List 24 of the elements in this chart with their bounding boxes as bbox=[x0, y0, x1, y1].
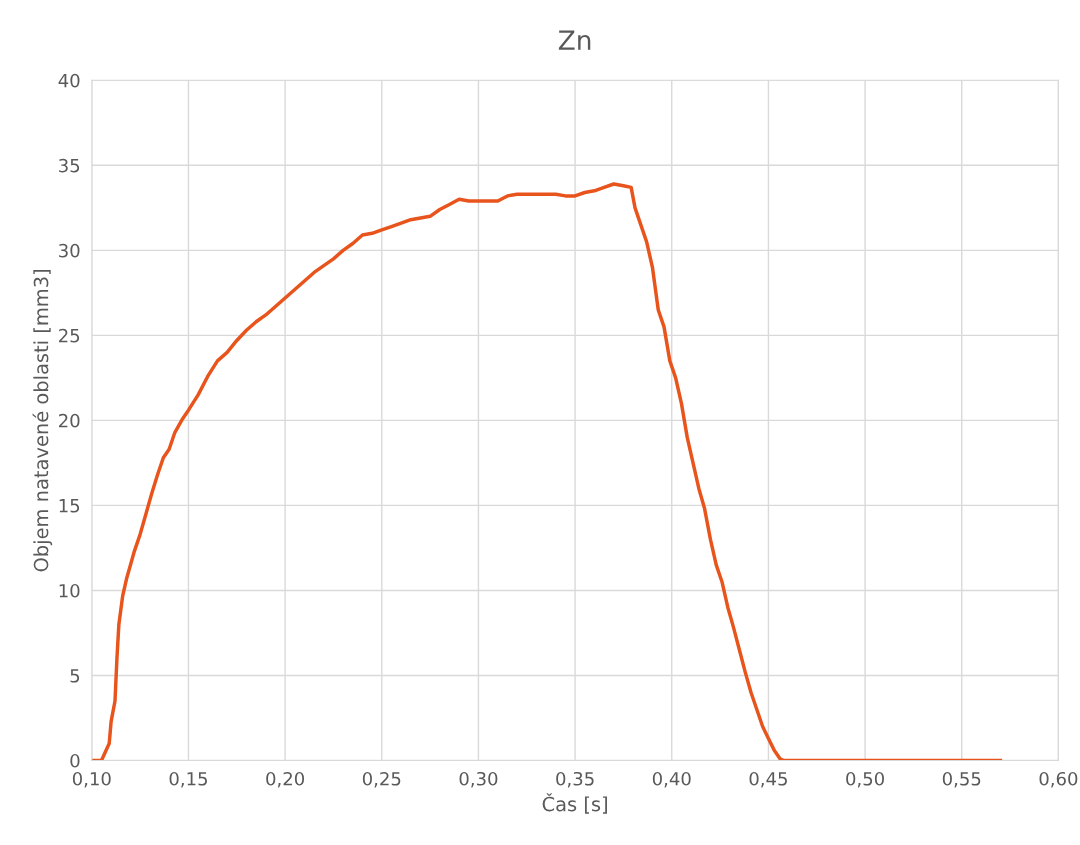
y-tick-label: 10 bbox=[59, 583, 80, 598]
y-tick-label: 5 bbox=[70, 669, 80, 683]
x-tick-label: 0,40 bbox=[652, 771, 691, 788]
y-tick-label: 25 bbox=[59, 328, 80, 343]
chart-title: Zn bbox=[558, 30, 591, 50]
x-tick-label: 0,15 bbox=[169, 771, 207, 788]
y-tick-label: 40 bbox=[58, 73, 80, 88]
x-tick-label: 0,20 bbox=[266, 771, 305, 788]
x-tick-label: 0,30 bbox=[459, 771, 498, 788]
y-tick-label: 35 bbox=[59, 158, 80, 173]
y-tick-label: 30 bbox=[59, 243, 80, 258]
y-tick-label: 0 bbox=[70, 753, 80, 768]
y-tick-label: 20 bbox=[59, 413, 80, 428]
x-axis-title: Čas [s] bbox=[542, 793, 607, 814]
x-tick-label: 0,10 bbox=[72, 771, 111, 788]
x-tick-label: 0,60 bbox=[1039, 771, 1078, 788]
line-series bbox=[91, 182, 1003, 761]
x-tick-label: 0,45 bbox=[749, 771, 787, 788]
y-axis-title: Objem natavené oblasti [mm3] bbox=[32, 269, 53, 572]
x-tick-label: 0,35 bbox=[556, 771, 594, 788]
x-tick-label: 0,55 bbox=[942, 771, 981, 788]
x-tick-label: 0,50 bbox=[846, 771, 884, 788]
x-tick-label: 0,25 bbox=[362, 771, 401, 788]
y-tick-label: 15 bbox=[59, 499, 80, 513]
